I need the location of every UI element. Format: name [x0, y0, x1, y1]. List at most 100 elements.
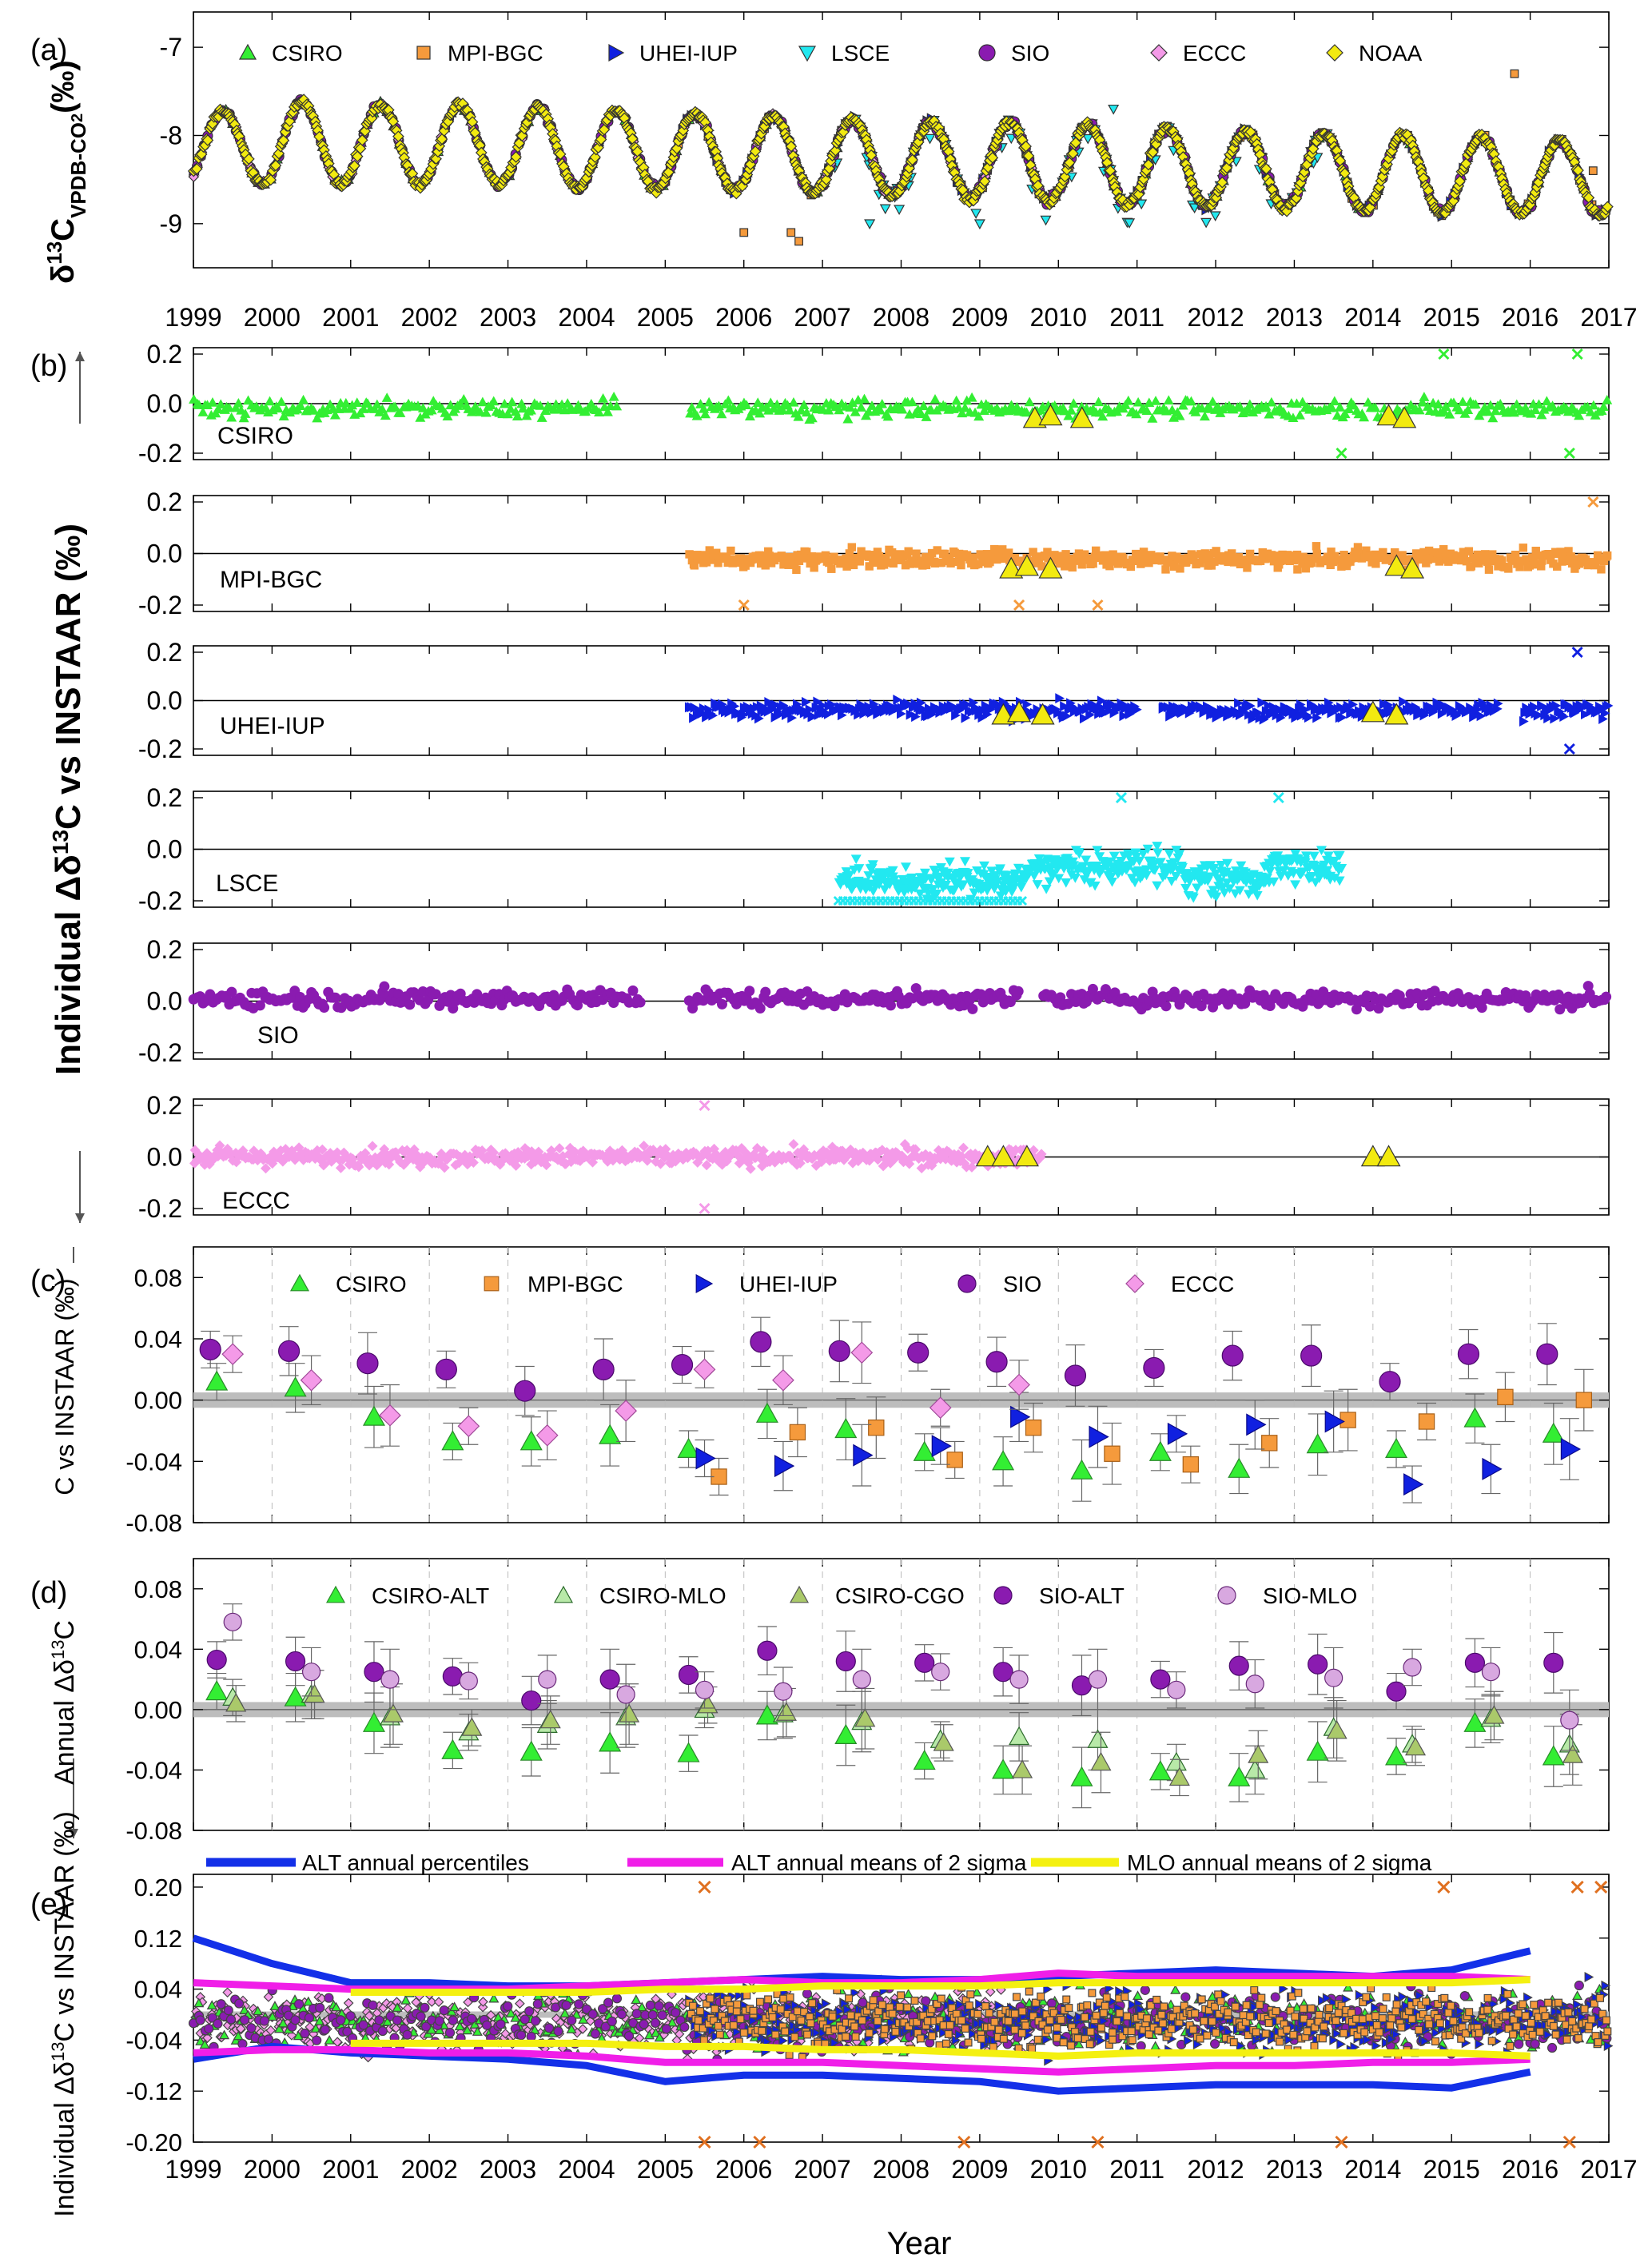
lsce-diff-point	[960, 857, 971, 866]
panel-a-points	[187, 69, 1614, 246]
out-of-range-marker	[1563, 447, 1575, 460]
csiro-diff-point	[233, 397, 244, 408]
lsce-outlier	[973, 219, 985, 230]
noaa-point	[201, 134, 214, 146]
uhei-iup-diff-point	[1559, 711, 1570, 722]
out-of-range-marker	[1115, 791, 1128, 804]
lsce-diff-point	[1016, 882, 1027, 893]
out-of-range-marker	[1571, 646, 1583, 659]
noaa-point	[436, 133, 448, 145]
lsce-diff-point	[1061, 878, 1072, 888]
csiro-diff-point	[265, 396, 276, 406]
lsce-diff-point	[1164, 849, 1175, 859]
csiro-diff-point	[298, 394, 309, 404]
lsce-diff-point	[1041, 884, 1052, 894]
mpi-bgc-diff-point	[904, 547, 913, 556]
csiro-diff-point	[1024, 396, 1035, 407]
mpi-bgc-diff-point	[792, 565, 801, 575]
mpi-bgc-diff-point	[1519, 544, 1528, 552]
lsce-point	[1040, 215, 1052, 226]
mpi-bgc-diff-point	[1161, 565, 1170, 574]
lsce-point	[924, 133, 936, 145]
lsce-diff-point	[1107, 877, 1118, 887]
csiro-diff-point	[1588, 400, 1599, 410]
up-arrow-head	[75, 352, 85, 361]
mpi-bgc-outlier	[786, 228, 796, 237]
mpi-bgc-diff-point	[1597, 565, 1606, 574]
mpi-bgc-diff-point	[726, 546, 735, 556]
lsce-point	[1200, 217, 1212, 229]
out-of-range-marker	[1092, 599, 1104, 611]
mpi-bgc-outlier	[1510, 69, 1519, 78]
panel-b-points-mpi-bgc	[685, 496, 1612, 611]
mpi-bgc-diff-point	[1312, 542, 1321, 551]
csiro-diff-point	[1163, 395, 1174, 405]
mpi-bgc-outlier	[1588, 166, 1598, 176]
noaa-point	[195, 148, 208, 161]
csiro-diff-point	[207, 397, 218, 407]
out-of-range-marker	[1587, 496, 1599, 508]
mpi-bgc-diff-point	[1484, 565, 1494, 574]
csiro-diff-point	[1093, 396, 1105, 407]
csiro-diff-point	[951, 395, 962, 405]
csiro-diff-point	[1602, 394, 1613, 404]
csiro-diff-point	[507, 396, 518, 407]
lsce-diff-point	[944, 857, 955, 867]
mpi-bgc-diff-point	[912, 549, 921, 558]
out-of-range-marker	[1438, 348, 1450, 360]
csiro-diff-point	[1329, 396, 1340, 406]
mpi-bgc-diff-point	[1467, 562, 1476, 571]
lsce-outlier	[864, 219, 876, 230]
lsce-diff-point	[1252, 890, 1263, 901]
lsce-point	[1082, 133, 1094, 145]
csiro-diff-point	[1207, 396, 1218, 406]
lsce-point	[1005, 133, 1017, 145]
lsce-diff-point	[1334, 876, 1345, 886]
noaa-point	[190, 162, 203, 175]
lsce-point	[894, 205, 906, 216]
csiro-diff-point	[1266, 396, 1277, 407]
csiro-diff-point	[608, 391, 619, 401]
lsce-diff-point	[1308, 851, 1320, 862]
out-of-range-marker	[1571, 348, 1583, 360]
csiro-diff-point	[598, 393, 609, 403]
csiro-diff-point	[929, 394, 941, 404]
csiro-diff-point	[1150, 396, 1161, 405]
csiro-diff-point	[788, 396, 799, 407]
csiro-diff-point	[352, 397, 363, 407]
lsce-diff-point	[1290, 880, 1301, 890]
csiro-diff-point	[276, 396, 287, 406]
noaa-point	[277, 134, 290, 146]
noaa-point	[243, 153, 255, 165]
noaa-point	[348, 160, 360, 172]
mpi-bgc-outlier	[794, 237, 803, 246]
out-of-range-marker	[1563, 743, 1575, 755]
lsce-point	[1136, 199, 1148, 210]
csiro-diff-point	[381, 392, 392, 402]
out-of-range-marker	[1013, 599, 1025, 611]
csiro-diff-point	[918, 400, 929, 411]
mpi-bgc-diff-point	[1504, 564, 1513, 573]
noaa-point	[354, 142, 367, 155]
out-of-range-marker	[1272, 791, 1284, 804]
mpi-bgc-diff-point	[1602, 551, 1612, 560]
csiro-diff-point	[723, 395, 734, 405]
noaa-point	[265, 173, 277, 186]
csiro-diff-point	[1419, 392, 1430, 401]
noaa-point	[269, 159, 282, 172]
lsce-point	[970, 209, 982, 219]
mpi-bgc-diff-point	[957, 560, 965, 570]
mpi-bgc-diff-point	[1243, 564, 1252, 572]
csiro-diff-point	[477, 396, 488, 407]
lsce-point	[1188, 203, 1200, 214]
lsce-point	[879, 204, 891, 215]
csiro-diff-point	[1068, 398, 1079, 408]
lsce-outlier	[1108, 104, 1120, 115]
lsce-diff-point	[1032, 880, 1043, 890]
noaa-point	[356, 133, 368, 146]
mpi-bgc-diff-point	[827, 564, 836, 573]
csiro-diff-point	[1123, 395, 1134, 405]
out-of-range-marker	[1336, 447, 1347, 460]
csiro-diff-point	[798, 400, 810, 410]
lsce-diff-point	[900, 862, 911, 872]
